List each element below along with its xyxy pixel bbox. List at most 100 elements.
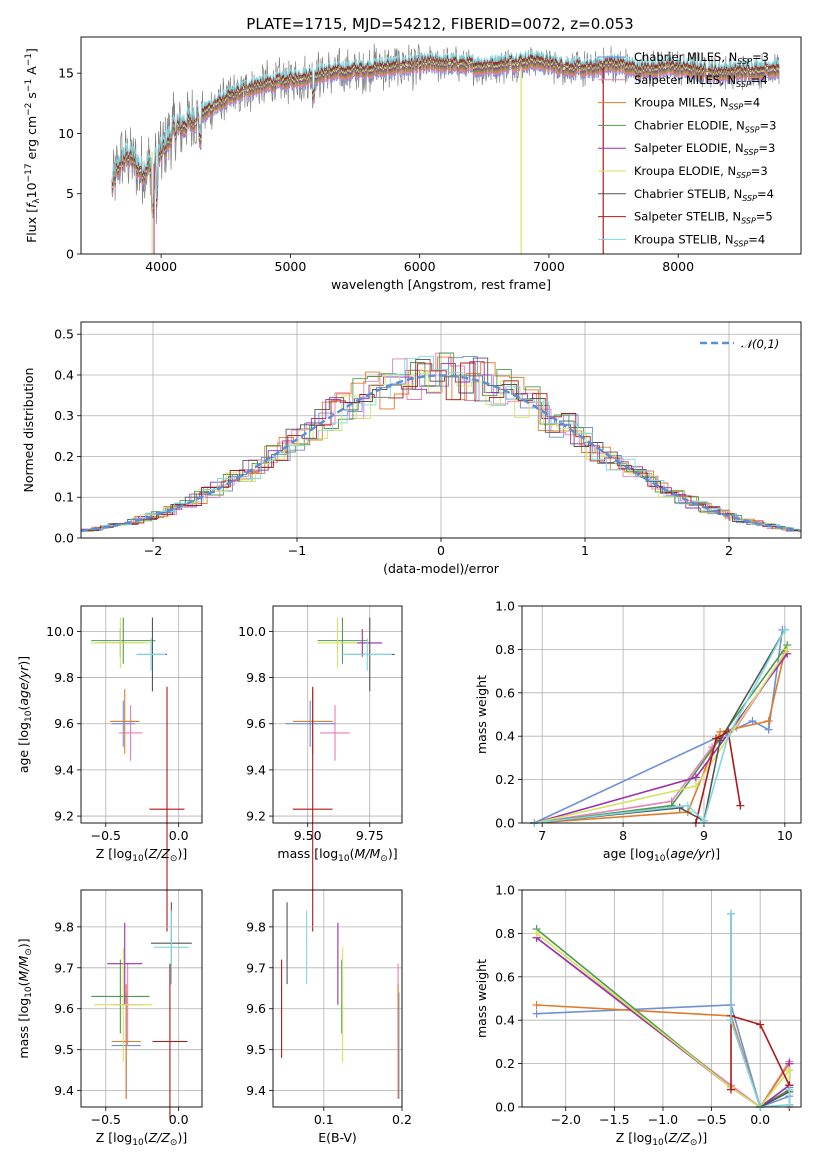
x-tick-label: −1: [288, 543, 306, 558]
errorbar-point: [107, 922, 143, 1005]
plus-marker: [691, 782, 700, 791]
y-tick-label: 9.6: [246, 716, 266, 731]
x-tick-label: 9.50: [294, 828, 322, 843]
plot-frame-age_vs_mass: [272, 605, 403, 824]
x-tick-label: 8000: [662, 259, 694, 274]
y-tick-label: 0.2: [495, 1056, 515, 1071]
errorbar-point: [320, 705, 350, 761]
errorbar-point: [292, 686, 333, 932]
plus-marker: [785, 1100, 794, 1109]
x-tick-label: 1: [581, 543, 589, 558]
x-axis-label: Z [log10(Z/Z⊙)]: [96, 1130, 187, 1148]
x-tick-label: 0.0: [169, 1112, 189, 1127]
legend-label: Kroupa STELIB, NSSP=4: [634, 232, 765, 248]
y-axis-label: age [log10(age/yr)]: [16, 656, 34, 773]
legend-label-normal: 𝒩(0,1): [741, 337, 779, 351]
y-tick-label: 9.6: [54, 1001, 74, 1016]
x-tick-label: 7: [538, 828, 546, 843]
errorbar-point: [111, 984, 141, 1099]
y-tick-label: 0.4: [54, 367, 74, 382]
y-tick-label: 0.8: [495, 926, 515, 941]
y-tick-label: 9.4: [246, 1083, 266, 1098]
legend-label: Chabrier MILES, NSSP=3: [634, 50, 769, 66]
plot-frame-spectrum: [80, 36, 802, 255]
mass-weight-line: [695, 730, 742, 824]
plus-marker: [785, 1066, 794, 1075]
y-tick-label: 0.2: [54, 449, 74, 464]
x-tick-label: −2.0: [551, 1112, 581, 1127]
plus-marker: [727, 909, 736, 918]
normal-distribution-curve: [80, 374, 802, 533]
histogram-step-line: [86, 362, 801, 531]
y-tick-label: 9.7: [54, 960, 74, 975]
errorbar-point: [118, 705, 143, 761]
y-tick-label: 0.0: [54, 531, 74, 546]
mass-weight-line: [533, 644, 788, 824]
plot-frame-mass_vs_Z: [80, 889, 203, 1108]
legend-label: Kroupa ELODIE, NSSP=3: [634, 164, 768, 180]
mass-weight-line: [533, 653, 786, 824]
y-tick-label: 0.5: [54, 327, 74, 342]
y-tick-label: 10: [58, 126, 74, 141]
y-axis-label: mass weight: [474, 959, 489, 1038]
x-tick-label: 5000: [275, 259, 307, 274]
errorbar-point: [110, 689, 140, 754]
y-tick-label: 0.6: [495, 685, 515, 700]
y-tick-label: 9.4: [54, 762, 74, 777]
y-tick-label: 9.8: [246, 670, 266, 685]
y-tick-label: 9.7: [246, 960, 266, 975]
plus-marker: [683, 801, 692, 810]
plus-marker: [716, 727, 725, 736]
plot-frame-age_vs_Z: [80, 605, 203, 824]
x-axis-label: E(B-V): [318, 1130, 357, 1145]
y-tick-label: 1.0: [495, 883, 515, 898]
x-axis-label: (data-model)/error: [383, 561, 500, 576]
plus-marker: [712, 734, 721, 743]
histogram-step-line: [84, 357, 801, 532]
errorbar-point: [317, 617, 368, 664]
y-tick-label: 9.8: [54, 670, 74, 685]
plus-marker: [699, 816, 708, 825]
y-tick-label: 9.6: [54, 716, 74, 731]
plus-marker: [785, 1085, 794, 1094]
axes-mass_vs_ebv: 0.1 0.2 9.4 9.5 9.6 9.7 9.8: [246, 890, 412, 1127]
plus-marker: [532, 1009, 541, 1018]
axes-mass_weight_vs_Z: −2.0 −1.5 −1.0 −0.5 0.0 0.0 0.2 0.4 0.6 0.8 1.0: [495, 883, 801, 1127]
plus-marker: [748, 717, 757, 726]
plot-frame-mass_weight_vs_age: [521, 605, 802, 824]
x-tick-label: −0.5: [696, 1112, 726, 1127]
y-tick-label: 9.5: [246, 1042, 266, 1057]
y-tick-label: 0.6: [495, 969, 515, 984]
x-axis-label: wavelength [Angstrom, rest frame]: [331, 277, 551, 292]
y-tick-label: 9.6: [246, 1001, 266, 1016]
x-tick-label: 0.2: [392, 1112, 412, 1127]
figure-title: PLATE=1715, MJD=54212, FIBERID=0072, z=0…: [246, 15, 633, 33]
legend-label: Salpeter MILES, NSSP=4: [634, 73, 768, 89]
legend-label: Kroupa MILES, NSSP=4: [634, 96, 760, 112]
plus-marker: [532, 929, 541, 938]
y-tick-label: 0.2: [495, 772, 515, 787]
x-tick-label: 9: [700, 828, 708, 843]
plus-marker: [724, 732, 733, 741]
plus-marker: [783, 645, 792, 654]
axes-spectrum: 4000 5000 6000 7000 8000 0 5 10 15: [58, 66, 694, 274]
plus-marker: [780, 625, 789, 634]
y-tick-label: 9.8: [246, 919, 266, 934]
plus-marker: [736, 801, 745, 810]
spectrum-legend: Chabrier MILES, NSSP=3 Salpeter MILES, NS…: [598, 50, 776, 248]
mass-weight-line: [534, 651, 786, 824]
plus-marker: [727, 1016, 736, 1025]
errorbar-point: [153, 910, 189, 985]
legend-label: Salpeter STELIB, NSSP=5: [634, 210, 773, 226]
errorbar-point: [111, 700, 135, 747]
x-tick-label: 0.0: [750, 1112, 770, 1127]
x-tick-label: −2: [144, 543, 162, 558]
mass-weight-line: [533, 629, 784, 824]
plus-marker: [716, 736, 725, 745]
axes-age_vs_Z: −0.5 0.0 9.2 9.4 9.6 9.8 10.0: [46, 606, 202, 843]
errorbar-point: [152, 963, 188, 1120]
plot-frame-mass_vs_ebv: [272, 889, 403, 1108]
x-tick-label: 4000: [145, 259, 177, 274]
x-tick-label: 0: [437, 543, 445, 558]
x-axis-label: Z [log10(Z/Z⊙)]: [96, 846, 187, 864]
